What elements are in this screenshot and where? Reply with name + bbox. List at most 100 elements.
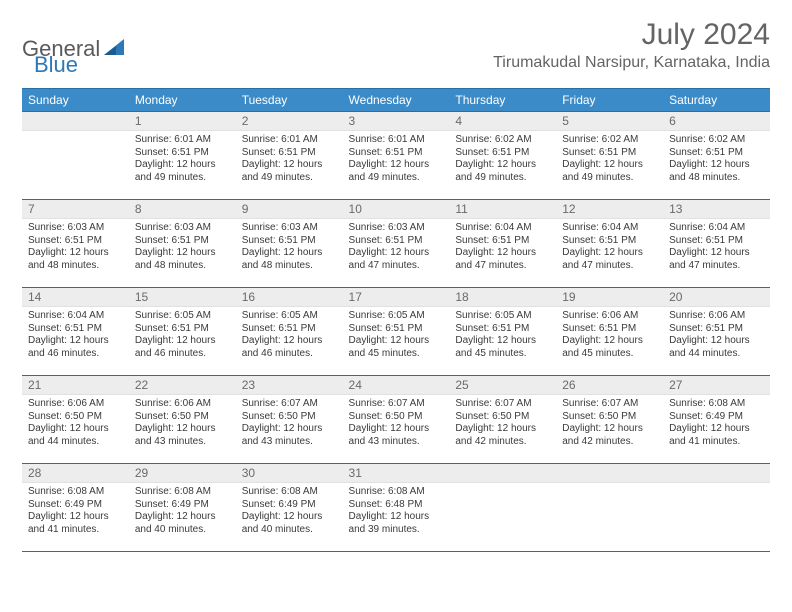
day-number: 27	[663, 376, 770, 395]
sunset-line: Sunset: 6:49 PM	[135, 499, 230, 512]
day-body: Sunrise: 6:06 AMSunset: 6:50 PMDaylight:…	[129, 395, 236, 452]
sunrise-line: Sunrise: 6:06 AM	[28, 398, 123, 411]
weekday-header: Monday	[129, 89, 236, 112]
calendar-day-cell: 12Sunrise: 6:04 AMSunset: 6:51 PMDayligh…	[556, 200, 663, 288]
day-body: Sunrise: 6:08 AMSunset: 6:48 PMDaylight:…	[343, 483, 450, 540]
daylight-line: Daylight: 12 hours and 47 minutes.	[349, 247, 444, 272]
sunrise-line: Sunrise: 6:03 AM	[28, 222, 123, 235]
sunrise-line: Sunrise: 6:08 AM	[242, 486, 337, 499]
daylight-line: Daylight: 12 hours and 49 minutes.	[135, 159, 230, 184]
sunrise-line: Sunrise: 6:04 AM	[28, 310, 123, 323]
sunset-line: Sunset: 6:51 PM	[135, 235, 230, 248]
calendar-day-cell: 30Sunrise: 6:08 AMSunset: 6:49 PMDayligh…	[236, 464, 343, 552]
day-body	[449, 483, 556, 490]
calendar-day-cell: 22Sunrise: 6:06 AMSunset: 6:50 PMDayligh…	[129, 376, 236, 464]
calendar-day-cell: 18Sunrise: 6:05 AMSunset: 6:51 PMDayligh…	[449, 288, 556, 376]
day-number: 11	[449, 200, 556, 219]
daylight-line: Daylight: 12 hours and 39 minutes.	[349, 511, 444, 536]
calendar-day-cell: 1Sunrise: 6:01 AMSunset: 6:51 PMDaylight…	[129, 112, 236, 200]
day-number: 25	[449, 376, 556, 395]
day-number: 10	[343, 200, 450, 219]
day-number	[449, 464, 556, 483]
weekday-header-row: SundayMondayTuesdayWednesdayThursdayFrid…	[22, 89, 770, 112]
calendar-day-cell: 16Sunrise: 6:05 AMSunset: 6:51 PMDayligh…	[236, 288, 343, 376]
calendar-day-cell: 4Sunrise: 6:02 AMSunset: 6:51 PMDaylight…	[449, 112, 556, 200]
day-body: Sunrise: 6:01 AMSunset: 6:51 PMDaylight:…	[129, 131, 236, 188]
daylight-line: Daylight: 12 hours and 48 minutes.	[669, 159, 764, 184]
calendar-day-cell: 8Sunrise: 6:03 AMSunset: 6:51 PMDaylight…	[129, 200, 236, 288]
sunset-line: Sunset: 6:51 PM	[349, 235, 444, 248]
day-number: 4	[449, 112, 556, 131]
sunrise-line: Sunrise: 6:05 AM	[242, 310, 337, 323]
calendar-day-cell: 3Sunrise: 6:01 AMSunset: 6:51 PMDaylight…	[343, 112, 450, 200]
daylight-line: Daylight: 12 hours and 49 minutes.	[242, 159, 337, 184]
day-number: 19	[556, 288, 663, 307]
sunrise-line: Sunrise: 6:03 AM	[349, 222, 444, 235]
day-body: Sunrise: 6:03 AMSunset: 6:51 PMDaylight:…	[129, 219, 236, 276]
day-body	[663, 483, 770, 490]
weekday-header: Thursday	[449, 89, 556, 112]
sunset-line: Sunset: 6:48 PM	[349, 499, 444, 512]
daylight-line: Daylight: 12 hours and 47 minutes.	[669, 247, 764, 272]
brand-name-blue: Blue	[34, 52, 78, 78]
daylight-line: Daylight: 12 hours and 48 minutes.	[135, 247, 230, 272]
sunrise-line: Sunrise: 6:02 AM	[669, 134, 764, 147]
sunrise-line: Sunrise: 6:06 AM	[135, 398, 230, 411]
daylight-line: Daylight: 12 hours and 41 minutes.	[28, 511, 123, 536]
daylight-line: Daylight: 12 hours and 45 minutes.	[349, 335, 444, 360]
daylight-line: Daylight: 12 hours and 49 minutes.	[562, 159, 657, 184]
calendar-week-row: 1Sunrise: 6:01 AMSunset: 6:51 PMDaylight…	[22, 112, 770, 200]
daylight-line: Daylight: 12 hours and 46 minutes.	[28, 335, 123, 360]
calendar-week-row: 28Sunrise: 6:08 AMSunset: 6:49 PMDayligh…	[22, 464, 770, 552]
daylight-line: Daylight: 12 hours and 45 minutes.	[455, 335, 550, 360]
day-body: Sunrise: 6:04 AMSunset: 6:51 PMDaylight:…	[556, 219, 663, 276]
sunset-line: Sunset: 6:51 PM	[28, 323, 123, 336]
daylight-line: Daylight: 12 hours and 42 minutes.	[455, 423, 550, 448]
sunrise-line: Sunrise: 6:05 AM	[349, 310, 444, 323]
day-number: 29	[129, 464, 236, 483]
weekday-header: Tuesday	[236, 89, 343, 112]
weekday-header: Wednesday	[343, 89, 450, 112]
daylight-line: Daylight: 12 hours and 40 minutes.	[135, 511, 230, 536]
sunrise-line: Sunrise: 6:01 AM	[135, 134, 230, 147]
sunrise-line: Sunrise: 6:01 AM	[242, 134, 337, 147]
sunset-line: Sunset: 6:49 PM	[28, 499, 123, 512]
daylight-line: Daylight: 12 hours and 43 minutes.	[349, 423, 444, 448]
sunrise-line: Sunrise: 6:06 AM	[669, 310, 764, 323]
daylight-line: Daylight: 12 hours and 49 minutes.	[349, 159, 444, 184]
sunset-line: Sunset: 6:50 PM	[242, 411, 337, 424]
day-body: Sunrise: 6:04 AMSunset: 6:51 PMDaylight:…	[449, 219, 556, 276]
daylight-line: Daylight: 12 hours and 42 minutes.	[562, 423, 657, 448]
calendar-day-cell: 21Sunrise: 6:06 AMSunset: 6:50 PMDayligh…	[22, 376, 129, 464]
calendar-day-cell: 25Sunrise: 6:07 AMSunset: 6:50 PMDayligh…	[449, 376, 556, 464]
day-number: 18	[449, 288, 556, 307]
month-title: July 2024	[493, 18, 770, 52]
day-number: 22	[129, 376, 236, 395]
calendar-day-cell: 17Sunrise: 6:05 AMSunset: 6:51 PMDayligh…	[343, 288, 450, 376]
day-body: Sunrise: 6:06 AMSunset: 6:50 PMDaylight:…	[22, 395, 129, 452]
daylight-line: Daylight: 12 hours and 48 minutes.	[242, 247, 337, 272]
daylight-line: Daylight: 12 hours and 44 minutes.	[669, 335, 764, 360]
sunset-line: Sunset: 6:51 PM	[669, 235, 764, 248]
day-body: Sunrise: 6:01 AMSunset: 6:51 PMDaylight:…	[236, 131, 343, 188]
calendar-day-cell: 19Sunrise: 6:06 AMSunset: 6:51 PMDayligh…	[556, 288, 663, 376]
weekday-header: Friday	[556, 89, 663, 112]
day-number: 20	[663, 288, 770, 307]
day-body: Sunrise: 6:06 AMSunset: 6:51 PMDaylight:…	[663, 307, 770, 364]
day-number: 31	[343, 464, 450, 483]
calendar-day-cell: 23Sunrise: 6:07 AMSunset: 6:50 PMDayligh…	[236, 376, 343, 464]
day-number: 12	[556, 200, 663, 219]
sunset-line: Sunset: 6:50 PM	[349, 411, 444, 424]
calendar-week-row: 21Sunrise: 6:06 AMSunset: 6:50 PMDayligh…	[22, 376, 770, 464]
calendar-day-cell: 6Sunrise: 6:02 AMSunset: 6:51 PMDaylight…	[663, 112, 770, 200]
sunset-line: Sunset: 6:51 PM	[455, 235, 550, 248]
day-number: 16	[236, 288, 343, 307]
day-number	[663, 464, 770, 483]
sunset-line: Sunset: 6:50 PM	[28, 411, 123, 424]
calendar-body: 1Sunrise: 6:01 AMSunset: 6:51 PMDaylight…	[22, 112, 770, 552]
daylight-line: Daylight: 12 hours and 47 minutes.	[562, 247, 657, 272]
calendar-day-cell: 28Sunrise: 6:08 AMSunset: 6:49 PMDayligh…	[22, 464, 129, 552]
calendar-day-cell: 24Sunrise: 6:07 AMSunset: 6:50 PMDayligh…	[343, 376, 450, 464]
daylight-line: Daylight: 12 hours and 48 minutes.	[28, 247, 123, 272]
weekday-header: Sunday	[22, 89, 129, 112]
